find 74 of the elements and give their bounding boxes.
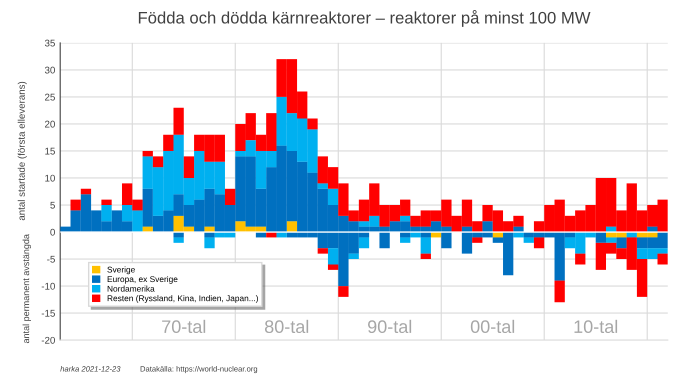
y-tick-label: 25 xyxy=(45,94,55,101)
bar xyxy=(534,237,544,248)
bar xyxy=(616,237,627,248)
bar xyxy=(626,232,637,238)
bar xyxy=(596,232,606,243)
y-tick-label: 15 xyxy=(45,148,55,155)
legend-label: Resten (Ryssland, Kina, Indien, Japan...) xyxy=(108,295,258,303)
bar xyxy=(328,264,338,270)
annotation: 90-tal xyxy=(368,320,412,334)
annotation: 80-tal xyxy=(264,320,308,334)
bar xyxy=(204,237,215,248)
y-tick-label: 20 xyxy=(45,120,55,128)
y-tick-label: 0 xyxy=(50,228,55,236)
bar xyxy=(70,200,81,210)
bar xyxy=(400,237,410,243)
bar xyxy=(430,232,442,238)
bar xyxy=(163,134,174,151)
bar xyxy=(524,237,534,243)
annotation: 00-tal xyxy=(470,320,514,334)
y-tick-label: -15 xyxy=(42,310,55,317)
bar xyxy=(647,226,658,232)
legend-label: Sverige xyxy=(107,266,135,274)
bar xyxy=(420,254,431,260)
bar xyxy=(513,232,524,238)
bar xyxy=(142,150,153,156)
chart-title: Födda och dödda kärnreaktorer – reaktorer på minst 100 MW xyxy=(138,10,590,27)
bar xyxy=(348,254,359,260)
bar xyxy=(420,237,431,254)
y-tick-label: -5 xyxy=(47,256,55,263)
y-tick-label: 10 xyxy=(45,174,55,182)
bar xyxy=(492,232,504,238)
y-tick-label: 35 xyxy=(44,40,55,47)
bar xyxy=(101,200,112,206)
legend-label: Europa, ex Sverige xyxy=(108,276,178,284)
bar xyxy=(554,280,565,302)
bar xyxy=(328,188,338,206)
y-tick-label: 5 xyxy=(50,202,55,209)
bar xyxy=(173,232,184,238)
bar xyxy=(318,183,328,189)
bar xyxy=(276,232,287,238)
bar xyxy=(410,232,421,238)
bar xyxy=(101,205,112,222)
legend-label: Nordamerika xyxy=(108,286,155,292)
bar xyxy=(307,118,318,130)
y-tick-label: -10 xyxy=(42,282,55,290)
bar xyxy=(575,254,586,264)
bar xyxy=(472,237,482,243)
bar xyxy=(184,156,194,178)
text: antal permanent avstängda xyxy=(22,234,31,344)
bar xyxy=(606,226,616,232)
bar xyxy=(142,226,153,232)
bar xyxy=(173,108,184,135)
bar xyxy=(318,248,328,254)
bar xyxy=(80,188,92,194)
bar xyxy=(513,226,524,232)
bar xyxy=(224,188,236,206)
bar xyxy=(400,216,410,222)
bar xyxy=(204,232,215,238)
bar xyxy=(358,237,370,248)
y-tick-label: 30 xyxy=(44,66,55,74)
bar xyxy=(266,232,276,238)
bar xyxy=(286,221,298,232)
bar xyxy=(256,232,266,238)
bar xyxy=(606,237,616,243)
annotation: 70-tal xyxy=(162,320,206,334)
bar xyxy=(328,248,338,264)
y-tick-label: -20 xyxy=(42,336,55,344)
bar xyxy=(658,254,668,264)
bar xyxy=(173,237,184,243)
bar xyxy=(152,156,164,168)
bar xyxy=(338,286,349,297)
y-axis-title: antal startade (första elleverans) xyxy=(18,82,27,220)
bar xyxy=(204,226,215,232)
annotation: 10-tal xyxy=(574,320,618,334)
